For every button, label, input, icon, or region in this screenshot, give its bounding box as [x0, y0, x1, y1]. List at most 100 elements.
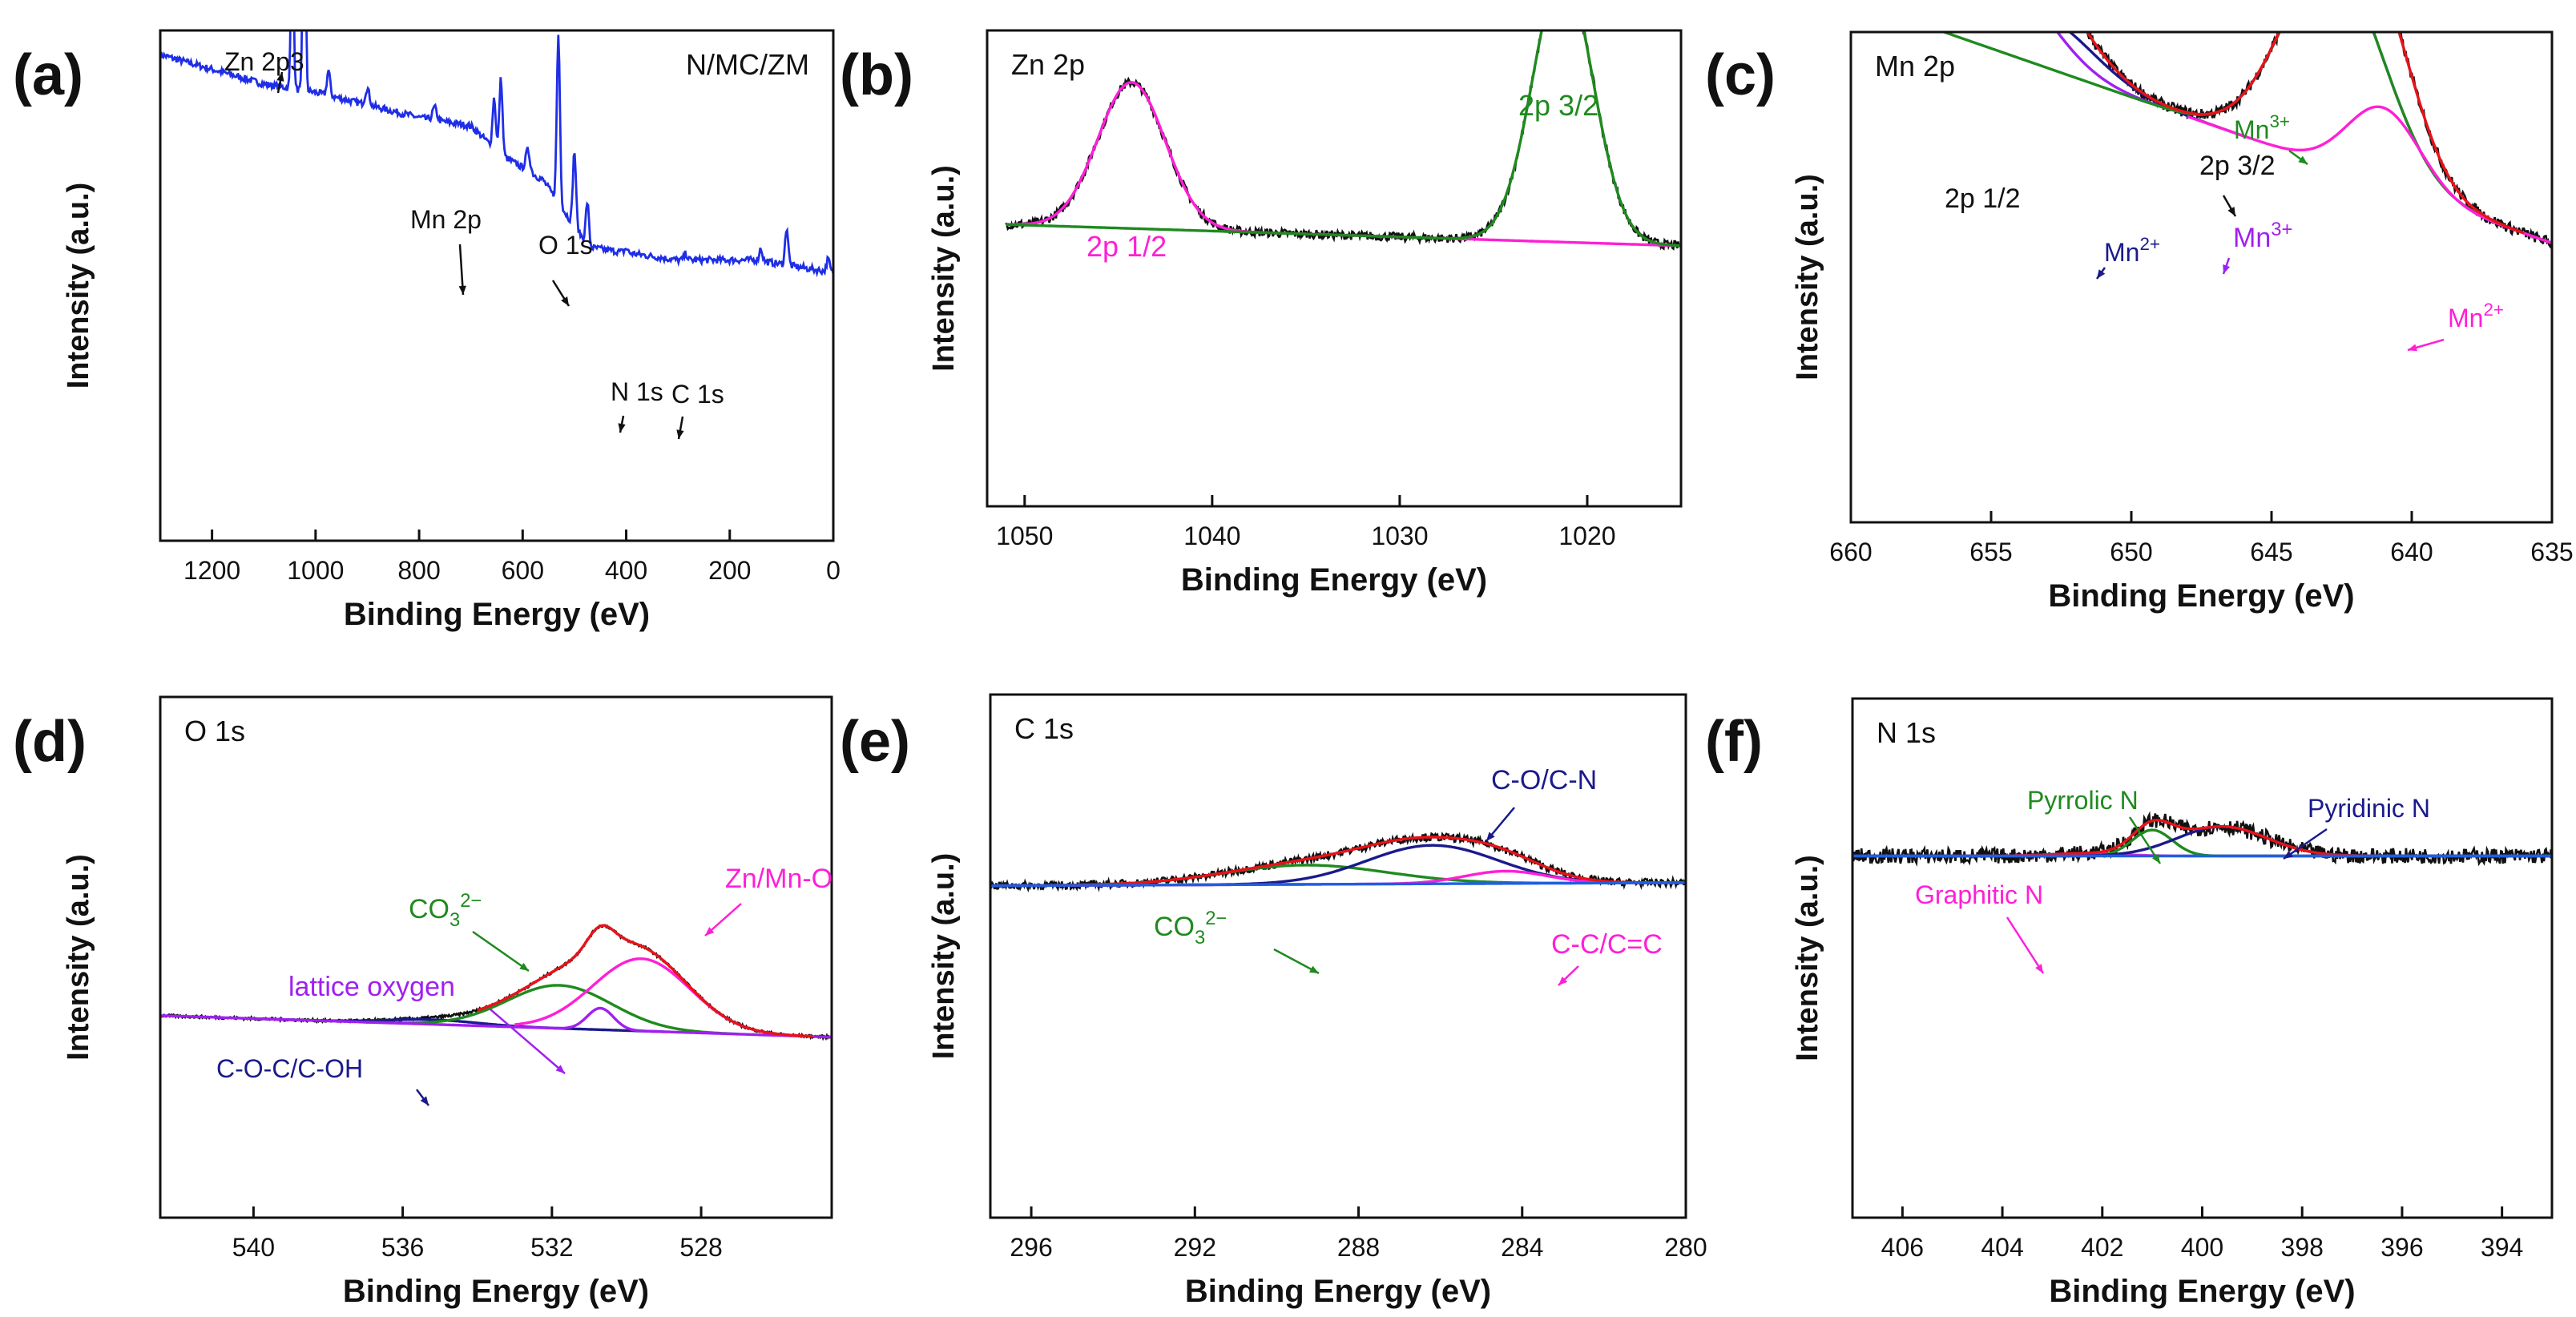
x-tick-label: 394 [2481, 1233, 2523, 1262]
annotation-arrowhead [2035, 964, 2043, 973]
annotation-arrowhead [1558, 976, 1568, 985]
x-tick-label: 650 [2110, 538, 2152, 566]
x-tick-label: 404 [1981, 1233, 2023, 1262]
plot-frame [159, 695, 833, 1219]
x-tick-label: 1200 [183, 556, 240, 585]
series-co3-2 [365, 984, 739, 1036]
x-axis-title: Binding Energy (eV) [343, 1274, 649, 1309]
annotation-co: CO32− [1154, 908, 1227, 948]
annotation-arrowhead [2284, 850, 2293, 859]
annotation-mn-2p: Mn 2p [410, 205, 482, 234]
annotation-mn: Mn3+ [2233, 219, 2292, 253]
annotation-arrowhead [2408, 344, 2417, 352]
annotation-c-1s: C 1s [671, 380, 724, 409]
panel-title: C 1s [1014, 712, 1074, 745]
y-axis-title: Intensity (a.u.) [1791, 174, 1824, 381]
x-tick-label: 1030 [1371, 522, 1428, 550]
annotation-arrowhead [2227, 207, 2235, 216]
x-tick-label: 540 [232, 1233, 275, 1262]
x-tick-label: 635 [2530, 538, 2573, 566]
series-background [990, 881, 1686, 888]
plot-frame [1851, 697, 2554, 1219]
x-tick-label: 406 [1881, 1233, 1924, 1262]
annotation-arrowhead [420, 1096, 429, 1106]
panel-title: Mn 2p [1875, 50, 1955, 83]
x-tick-label: 1050 [996, 522, 1053, 550]
x-tick-label: 660 [1829, 538, 1872, 566]
x-tick-label: 645 [2250, 538, 2292, 566]
series-envelope [990, 836, 1686, 888]
plot-frame [1849, 30, 2554, 524]
annotation-co: CO32− [409, 890, 482, 931]
panel-b: 1050 1040 1030 1020 Binding Energy (eV) Inten… [840, 29, 1683, 598]
annotation-2p-1-2: 2p 1/2 [1945, 183, 2021, 214]
x-tick-label: 532 [530, 1233, 573, 1262]
x-tick-label: 1020 [1558, 522, 1615, 550]
annotation-arrow [2128, 816, 2162, 864]
panel-letter: (f) [1705, 710, 1763, 774]
x-tick-label: 396 [2380, 1233, 2423, 1262]
annotation-pyrrolic-n: Pyrrolic N [2027, 786, 2139, 815]
annotation-lattice-oxygen: lattice oxygen [288, 972, 455, 1002]
annotation-mn: Mn2+ [2104, 234, 2160, 267]
x-tick-label: 536 [381, 1233, 424, 1262]
panel-title: N 1s [1877, 716, 1936, 749]
y-axis-title: Intensity (a.u.) [1791, 855, 1824, 1061]
x-axis-title: Binding Energy (eV) [2048, 578, 2354, 614]
x-tick-label: 400 [605, 556, 647, 585]
y-axis-title: Intensity (a.u.) [62, 183, 95, 389]
x-tick-label: 398 [2281, 1233, 2324, 1262]
panel-c: 660 655 650 645 640 635 Binding Energy (eV) Int… [1705, 30, 2574, 614]
annotation-zn-mn-o: Zn/Mn-O [725, 864, 832, 894]
annotation-arrowhead [458, 285, 466, 295]
annotation-arrowhead [519, 962, 529, 971]
panel-letter: (a) [13, 43, 83, 107]
annotation-o-1s: O 1s [538, 231, 593, 260]
annotation-pyridinic-n: Pyridinic N [2308, 794, 2430, 823]
annotation-arrowhead [2152, 854, 2160, 864]
annotation-arrowhead [561, 296, 569, 306]
annotation-arrowhead [2097, 269, 2106, 279]
panel-title: N/MC/ZM [686, 48, 809, 81]
annotation-arrowhead [618, 423, 626, 433]
series-envelope [477, 924, 813, 1038]
x-tick-label: 1040 [1183, 522, 1240, 550]
annotation-graphitic-n: Graphitic N [1915, 880, 2043, 909]
x-tick-label: 288 [1337, 1233, 1380, 1262]
x-tick-label: 600 [502, 556, 544, 585]
x-tick-label: 292 [1174, 1233, 1216, 1262]
x-tick-label: 400 [2181, 1233, 2223, 1262]
y-axis-title: Intensity (a.u.) [927, 165, 961, 372]
annotation-mn: Mn2+ [2448, 300, 2504, 332]
plot-frame [989, 693, 1687, 1219]
annotation-c-o-c-n: C-O/C-N [1491, 765, 1597, 795]
panel-letter: (e) [840, 710, 910, 774]
x-tick-label: 655 [1969, 538, 2012, 566]
annotation-c-c-c-c: C-C/C=C [1551, 929, 1663, 960]
panel-e: 296 292 288 284 280 Binding Energy (eV) Intens… [840, 693, 1707, 1309]
panel-d: 540 536 532 528 Binding Energy (eV) Intensity… [13, 695, 833, 1309]
annotation-n-1s: N 1s [611, 377, 663, 406]
annotation-arrow [472, 930, 530, 973]
x-tick-label: 528 [679, 1233, 722, 1262]
x-tick-label: 200 [708, 556, 751, 585]
panel-letter: (b) [840, 43, 913, 107]
x-axis-title: Binding Energy (eV) [2049, 1274, 2355, 1309]
series-background [1006, 223, 1401, 239]
x-tick-label: 1000 [287, 556, 344, 585]
annotation-2p-3-2: 2p 3/2 [1518, 89, 1598, 122]
panel-title: O 1s [184, 715, 245, 747]
x-axis-title: Binding Energy (eV) [1181, 562, 1487, 598]
annotation-arrow [2006, 916, 2045, 974]
series-survey [160, 30, 833, 278]
panel-letter: (d) [13, 710, 87, 774]
annotation-arrowhead [705, 927, 715, 936]
plot-frame [159, 29, 835, 542]
annotation-arrowhead [276, 72, 284, 82]
panel-letter: (c) [1705, 43, 1776, 107]
annotation-arrow [490, 1009, 566, 1074]
series-raw [1852, 811, 2552, 867]
annotation-arrowhead [1486, 832, 1495, 841]
x-tick-label: 280 [1664, 1233, 1707, 1262]
